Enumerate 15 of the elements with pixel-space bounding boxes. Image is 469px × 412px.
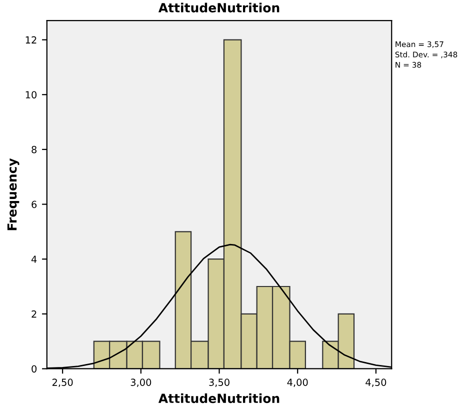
y-tick-label: 0 bbox=[32, 365, 37, 373]
y-tick-label: 4 bbox=[31, 256, 37, 263]
y-tick-label: 10 bbox=[26, 91, 37, 98]
y-tick-label: 2 bbox=[32, 310, 36, 318]
x-tick-label: 3,50 bbox=[209, 378, 230, 387]
x-tick-label: 4,50 bbox=[366, 378, 386, 387]
y-tick-label: 12 bbox=[26, 36, 36, 44]
x-axis-title: AttitudeNutrition bbox=[158, 393, 280, 404]
chart-title: AttitudeNutrition bbox=[158, 2, 280, 12]
x-tick-label: 2,50 bbox=[52, 378, 73, 387]
y-tick-label: 6 bbox=[32, 200, 37, 208]
y-axis-title: Frequency bbox=[7, 158, 20, 230]
x-tick-label: 4,00 bbox=[287, 378, 308, 387]
y-tick-label: 8 bbox=[32, 146, 37, 154]
x-tick-label: 3,00 bbox=[130, 378, 152, 387]
